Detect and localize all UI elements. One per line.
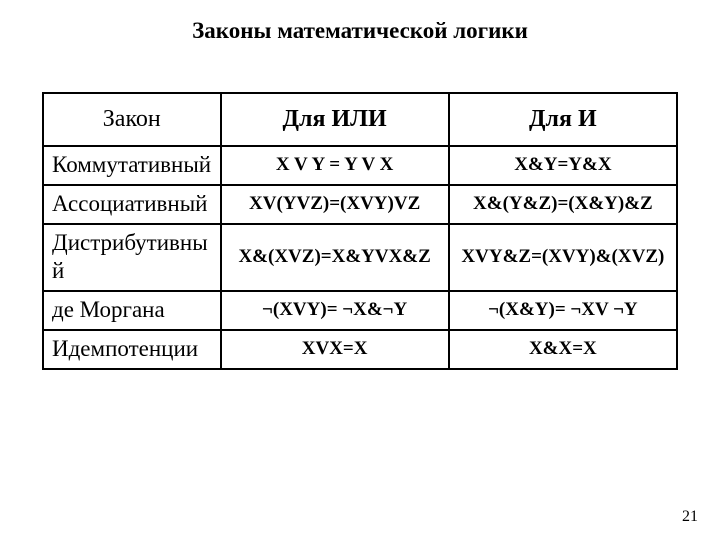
table-header-row: Закон Для ИЛИ Для И (43, 93, 677, 146)
law-name-cell: Ассоциативный (43, 185, 221, 224)
table-row: Ассоциативный XV(YVZ)=(XVY)VZ X&(Y&Z)=(X… (43, 185, 677, 224)
formula-and-cell: XVY&Z=(XVY)&(XVZ) (449, 224, 677, 292)
formula-and-cell: X&Y=Y&X (449, 146, 677, 185)
law-name-cell: Дистрибутивный (43, 224, 221, 292)
formula-and-cell: X&X=X (449, 330, 677, 369)
table-row: Дистрибутивный X&(XVZ)=X&YVX&Z XVY&Z=(XV… (43, 224, 677, 292)
table-row: Идемпотенции XVX=X X&X=X (43, 330, 677, 369)
header-law: Закон (43, 93, 221, 146)
formula-or-cell: XV(YVZ)=(XVY)VZ (221, 185, 449, 224)
page-number: 21 (682, 508, 698, 526)
table-row: Коммутативный X V Y = Y V X X&Y=Y&X (43, 146, 677, 185)
formula-and-cell: ¬(X&Y)= ¬XV ¬Y (449, 291, 677, 330)
formula-or-cell: XVX=X (221, 330, 449, 369)
header-and: Для И (449, 93, 677, 146)
formula-or-cell: X&(XVZ)=X&YVX&Z (221, 224, 449, 292)
laws-table: Закон Для ИЛИ Для И Коммутативный X V Y … (42, 92, 678, 370)
table-container: Закон Для ИЛИ Для И Коммутативный X V Y … (0, 92, 720, 370)
table-row: де Моргана ¬(XVY)= ¬X&¬Y ¬(X&Y)= ¬XV ¬Y (43, 291, 677, 330)
law-name-cell: Идемпотенции (43, 330, 221, 369)
law-name-cell: Коммутативный (43, 146, 221, 185)
formula-and-cell: X&(Y&Z)=(X&Y)&Z (449, 185, 677, 224)
law-name-cell: де Моргана (43, 291, 221, 330)
formula-or-cell: X V Y = Y V X (221, 146, 449, 185)
header-or: Для ИЛИ (221, 93, 449, 146)
page-title: Законы математической логики (0, 0, 720, 92)
formula-or-cell: ¬(XVY)= ¬X&¬Y (221, 291, 449, 330)
